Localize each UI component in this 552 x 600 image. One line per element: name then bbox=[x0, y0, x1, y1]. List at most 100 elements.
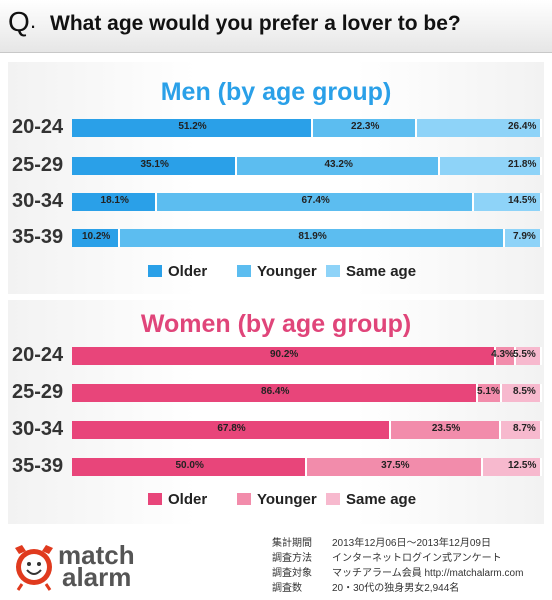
men-row-label: 30-34 bbox=[12, 190, 64, 212]
men-legend-label: Same age bbox=[346, 263, 417, 280]
men-bar-segment-older bbox=[72, 229, 120, 247]
women-bar-row: 50.0% 37.5% 12.5% bbox=[72, 458, 542, 476]
women-bar-segment-same-age bbox=[483, 458, 542, 476]
footer-key: 調査対象 bbox=[272, 568, 312, 579]
question-text: What age would you prefer a lover to be? bbox=[50, 12, 461, 35]
women-panel bbox=[8, 300, 544, 524]
women-data-label: 86.4% bbox=[261, 386, 290, 397]
alarm-clock-icon bbox=[15, 545, 53, 591]
women-data-label: 67.8% bbox=[217, 423, 246, 434]
footer-key: 調査方法 bbox=[272, 553, 312, 564]
logo-text-match: match bbox=[58, 540, 135, 570]
women-bar-segment-younger bbox=[390, 421, 502, 439]
men-row-label: 25-29 bbox=[12, 154, 64, 176]
footer-value: 20・30代の独身男女2,944名 bbox=[332, 583, 460, 594]
women-row-label: 35-39 bbox=[12, 455, 64, 477]
women-data-label: 8.7% bbox=[513, 423, 536, 434]
footer-row-count: 調査数 20・30代の独身男女2,944名 bbox=[272, 579, 459, 594]
women-chart-title: Women (by age group) bbox=[140, 310, 412, 338]
men-data-label: 21.8% bbox=[508, 159, 537, 170]
men-bar-segment-older bbox=[72, 119, 313, 137]
women-data-label: 5.5% bbox=[513, 349, 536, 360]
women-legend-swatch bbox=[148, 493, 162, 505]
women-legend-swatch bbox=[237, 493, 251, 505]
women-data-label: 37.5% bbox=[381, 460, 410, 471]
women-data-label: 90.2% bbox=[269, 349, 299, 360]
footer-row-period: 集計期間 2013年12月06日～2013年12月09日 bbox=[272, 534, 491, 549]
footer: match alarm 集計期間 2013年12月06日～2013年12月09日 … bbox=[0, 528, 552, 600]
question-q-mark: Q bbox=[8, 6, 30, 37]
men-row-label: 20-24 bbox=[12, 116, 64, 138]
men-bar-segment-older bbox=[72, 157, 237, 175]
men-bar-segment-same-age bbox=[473, 193, 542, 211]
logo-text-alarm: alarm bbox=[62, 562, 132, 592]
men-data-label: 81.9% bbox=[298, 231, 327, 242]
question-header: Q . What age would you prefer a lover to… bbox=[0, 0, 552, 53]
men-data-label: 14.5% bbox=[508, 195, 537, 206]
footer-row-target: 調査対象 マッチアラーム会員 http://matchalarm.com bbox=[272, 564, 523, 579]
men-data-label: 22.3% bbox=[351, 121, 380, 132]
women-data-label: 23.5% bbox=[431, 423, 461, 434]
men-data-label: 43.2% bbox=[324, 159, 353, 170]
women-data-label: 12.5% bbox=[508, 460, 537, 471]
women-legend-label: Older bbox=[168, 491, 208, 508]
women-bar-row: 67.8% 23.5% 8.7% bbox=[72, 421, 542, 439]
men-bar-row: 51.2% 22.3% 26.4% bbox=[72, 119, 542, 137]
men-data-label: 67.4% bbox=[301, 195, 330, 206]
women-data-label: 4.3% bbox=[491, 349, 514, 360]
women-bar-segment-younger bbox=[478, 384, 503, 402]
footer-value: インターネットログイン式アンケート bbox=[332, 553, 502, 564]
women-bar-segment-older bbox=[72, 421, 391, 439]
men-legend-swatch bbox=[237, 265, 251, 277]
men-chart-title: Men (by age group) bbox=[160, 78, 392, 106]
men-bar-row: 18.1% 67.4% 14.5% bbox=[72, 193, 542, 211]
men-bar-row: 35.1% 43.2% 21.8% bbox=[72, 157, 543, 175]
men-data-label: 26.4% bbox=[508, 121, 537, 132]
footer-row-method: 調査方法 インターネットログイン式アンケート bbox=[272, 549, 502, 564]
men-legend-swatch bbox=[326, 265, 340, 277]
men-data-label: 51.2% bbox=[178, 121, 207, 132]
men-panel bbox=[8, 62, 544, 294]
women-data-label: 50.0% bbox=[175, 460, 204, 471]
matchalarm-logo: match alarm bbox=[0, 528, 160, 600]
women-data-label: 8.5% bbox=[513, 386, 536, 397]
men-legend-label: Younger bbox=[257, 263, 317, 280]
women-legend-swatch bbox=[326, 493, 340, 505]
women-data-label: 5.1% bbox=[477, 386, 500, 397]
men-bar-segment-younger bbox=[119, 229, 505, 247]
men-data-label: 7.9% bbox=[513, 231, 536, 242]
men-bar-segment-younger bbox=[236, 157, 440, 175]
men-legend-label: Older bbox=[168, 263, 208, 280]
men-bar-segment-younger bbox=[157, 193, 474, 211]
men-bar-segment-same-age bbox=[504, 229, 542, 247]
footer-value: マッチアラーム会員 http://matchalarm.com bbox=[332, 568, 524, 579]
women-bar-segment-younger bbox=[307, 458, 484, 476]
women-bar-segment-younger bbox=[495, 347, 517, 365]
women-bar-segment-same-age bbox=[501, 421, 542, 439]
men-bar-segment-same-age bbox=[440, 157, 543, 175]
women-bar-segment-same-age bbox=[502, 384, 542, 402]
women-bar-segment-older bbox=[72, 384, 479, 402]
women-bar-segment-older bbox=[72, 458, 307, 476]
women-legend-label: Same age bbox=[346, 491, 417, 508]
women-bar-row: 86.4% 5.1% 8.5% bbox=[72, 384, 542, 402]
men-data-label: 35.1% bbox=[140, 159, 169, 170]
men-legend-swatch bbox=[148, 265, 162, 277]
men-bar-segment-younger bbox=[312, 119, 418, 137]
women-row-label: 25-29 bbox=[12, 381, 64, 403]
women-legend-label: Younger bbox=[257, 491, 317, 508]
women-row-label: 20-24 bbox=[12, 344, 64, 366]
men-bar-row: 10.2% 81.9% 7.9% bbox=[72, 229, 542, 247]
women-bar-segment-same-age bbox=[516, 347, 542, 365]
footer-value: 2013年12月06日～2013年12月09日 bbox=[332, 538, 491, 549]
footer-key: 調査数 bbox=[272, 583, 302, 594]
men-data-label: 18.1% bbox=[100, 195, 129, 206]
men-bar-segment-same-age bbox=[417, 119, 542, 137]
men-row-label: 35-39 bbox=[12, 226, 64, 248]
footer-key: 集計期間 bbox=[272, 538, 312, 549]
women-row-label: 30-34 bbox=[12, 418, 64, 440]
women-bar-segment-older bbox=[72, 347, 496, 365]
question-dot: . bbox=[30, 8, 37, 33]
men-bar-segment-older bbox=[72, 193, 158, 211]
men-data-label: 10.2% bbox=[81, 231, 111, 242]
